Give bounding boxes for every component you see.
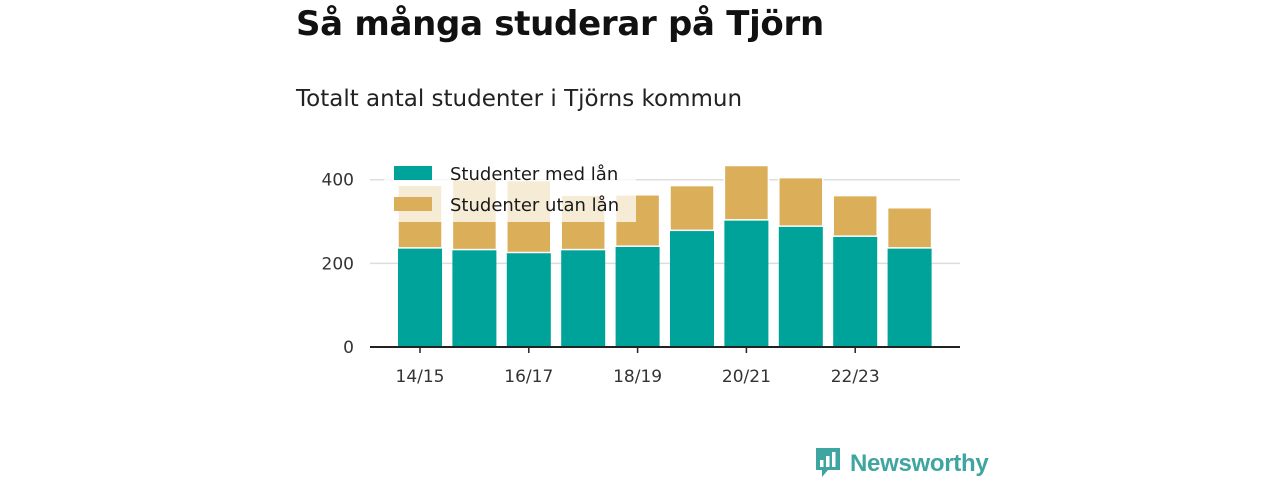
legend: Studenter med lån Studenter utan lån — [384, 156, 636, 222]
bar-segment — [723, 164, 770, 221]
x-tick-label: 20/21 — [722, 367, 771, 387]
bar-segment — [724, 219, 769, 347]
x-tick-label: 22/23 — [831, 367, 880, 387]
y-tick-label: 400 — [322, 171, 354, 191]
y-tick-label: 200 — [322, 254, 354, 274]
bar-segment — [886, 206, 933, 249]
chart-subtitle: Totalt antal studenter i Tjörns kommun — [296, 86, 743, 112]
legend-label: Studenter med lån — [450, 164, 618, 185]
legend-swatch — [394, 197, 432, 211]
bar-segment — [452, 249, 497, 347]
bar-segment — [561, 249, 606, 347]
bar-segment — [669, 184, 715, 232]
bar-segment — [778, 226, 823, 347]
y-tick-label: 0 — [343, 338, 354, 358]
axes: 0 200 400 14/15 16/17 18/19 20/21 22/23 — [322, 171, 960, 387]
bar-segment — [833, 236, 878, 347]
brand-logo: Newsworthy — [814, 446, 989, 482]
legend-swatch — [394, 166, 432, 180]
bar-segment — [670, 230, 714, 347]
bar-chart-speech-bubble-icon — [814, 446, 842, 482]
bar-segment — [506, 252, 551, 347]
bar-segment — [887, 247, 932, 347]
bar-segment — [778, 176, 824, 227]
brand-name: Newsworthy — [850, 450, 989, 477]
chart-title: Så många studerar på Tjörn — [296, 4, 824, 44]
x-tick-label: 14/15 — [396, 367, 445, 387]
bar-segment — [398, 247, 442, 347]
x-tick-label: 16/17 — [504, 367, 553, 387]
x-tick-label: 18/19 — [613, 367, 662, 387]
bar-segment — [615, 246, 660, 347]
bar-segment — [832, 194, 878, 237]
legend-label: Studenter utan lån — [450, 195, 619, 216]
stacked-bar-chart: 0 200 400 14/15 16/17 18/19 20/21 22/23 Student… — [321, 156, 960, 387]
